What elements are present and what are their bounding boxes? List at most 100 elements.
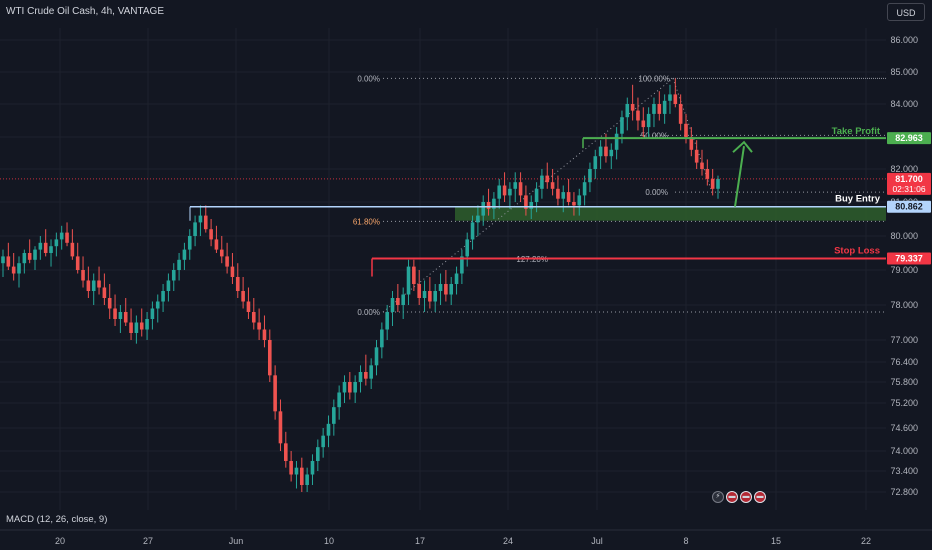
candle-body [81, 270, 85, 281]
x-tick-label: 22 [861, 536, 871, 546]
y-tick-label: 75.800 [890, 377, 918, 387]
x-tick-label: 27 [143, 536, 153, 546]
candle-body [161, 291, 165, 302]
candle-body [561, 192, 566, 199]
candle [460, 249, 464, 284]
candle [6, 242, 11, 270]
candle [385, 305, 389, 340]
candle [582, 175, 587, 206]
candle [113, 294, 117, 326]
candle [107, 284, 112, 319]
fib-level-label: 0.00% [357, 308, 380, 317]
candle [641, 107, 646, 137]
lightning-icon[interactable]: ⚡ [712, 491, 724, 503]
candle [422, 280, 427, 312]
price-axis[interactable]: 86.00085.00084.00083.00082.00081.00080.0… [887, 35, 931, 497]
y-tick-label: 72.800 [890, 487, 918, 497]
take-profit-price-tag: 82.963 [887, 132, 931, 145]
flag-icon[interactable]: ▬ [726, 491, 738, 503]
candle-body [406, 266, 411, 295]
candle-body [630, 104, 635, 111]
flag-icon[interactable]: ▬ [754, 491, 766, 503]
candle [65, 222, 69, 247]
candle-body [678, 104, 683, 124]
y-tick-label: 84.000 [890, 99, 918, 109]
flag-icon[interactable]: ▬ [740, 491, 752, 503]
candle-body [502, 185, 507, 196]
candle [86, 266, 91, 298]
macd-indicator-label[interactable]: MACD (12, 26, close, 9) [6, 514, 108, 525]
entry-zone-rect [455, 206, 886, 221]
candle [518, 172, 523, 202]
candle-body [422, 291, 427, 298]
candle [337, 385, 341, 420]
candle-body [716, 178, 720, 189]
currency-button[interactable]: USD [887, 3, 925, 21]
candle [689, 127, 694, 157]
x-tick-label: 20 [55, 536, 65, 546]
buy-entry-annotation: Buy Entry [835, 194, 881, 205]
y-tick-label: 85.000 [890, 67, 918, 77]
candle-body [700, 162, 704, 169]
candle-body [219, 249, 224, 257]
candle-body [348, 382, 352, 393]
candle-body [545, 175, 550, 183]
price-tag-value: 80.862 [895, 202, 923, 212]
candle [262, 315, 267, 348]
candle-body [91, 280, 96, 291]
candle-body [182, 249, 187, 260]
candle-body [444, 284, 448, 295]
candle [545, 162, 550, 189]
candle-body [449, 284, 454, 295]
candle-body [278, 411, 283, 444]
candle [97, 266, 101, 295]
candle-body [134, 322, 139, 333]
candle-body [662, 100, 667, 114]
candle-body [646, 113, 651, 128]
candle-body [187, 236, 192, 250]
price-tag-value: 81.700 [895, 174, 923, 184]
candle [70, 229, 75, 260]
candle-body [145, 319, 149, 330]
candle-body [43, 242, 48, 253]
candle [316, 439, 320, 471]
candle [630, 84, 635, 121]
candle-body [486, 202, 491, 209]
candle-body [593, 156, 598, 169]
candle [54, 232, 59, 257]
candle-body [33, 249, 37, 260]
candle [369, 358, 373, 389]
candle-body [604, 146, 608, 157]
candle-body [534, 188, 539, 202]
candle-body [652, 104, 656, 114]
candle-body [614, 133, 619, 150]
time-axis[interactable]: 20 27 Jun 10 17 24 Jul 8 15 22 [0, 529, 932, 546]
candle-body [705, 169, 710, 179]
candle [294, 461, 299, 489]
buy-entry-price-tag: 80.862 [887, 200, 931, 213]
candle-body [17, 263, 21, 274]
y-tick-label: 75.200 [890, 398, 918, 408]
candle [203, 205, 208, 233]
x-tick-label: 15 [771, 536, 781, 546]
take-profit-annotation: Take Profit [832, 126, 881, 137]
candle [310, 454, 315, 485]
candle [572, 192, 576, 216]
candle-body [358, 372, 363, 382]
x-tick-label: 10 [324, 536, 334, 546]
candle-body [364, 372, 368, 379]
candle [139, 308, 144, 337]
y-tick-label: 77.000 [890, 335, 918, 345]
y-tick-label: 79.000 [890, 265, 918, 275]
candle-body [102, 287, 107, 298]
price-tag-bg [887, 132, 931, 145]
candle-body [97, 280, 101, 288]
candle [438, 273, 443, 305]
y-tick-label: 82.000 [890, 164, 918, 174]
candle [406, 259, 411, 305]
candle-body [337, 392, 341, 408]
candle-body [267, 340, 272, 376]
candle [508, 182, 512, 209]
candle [75, 242, 80, 274]
